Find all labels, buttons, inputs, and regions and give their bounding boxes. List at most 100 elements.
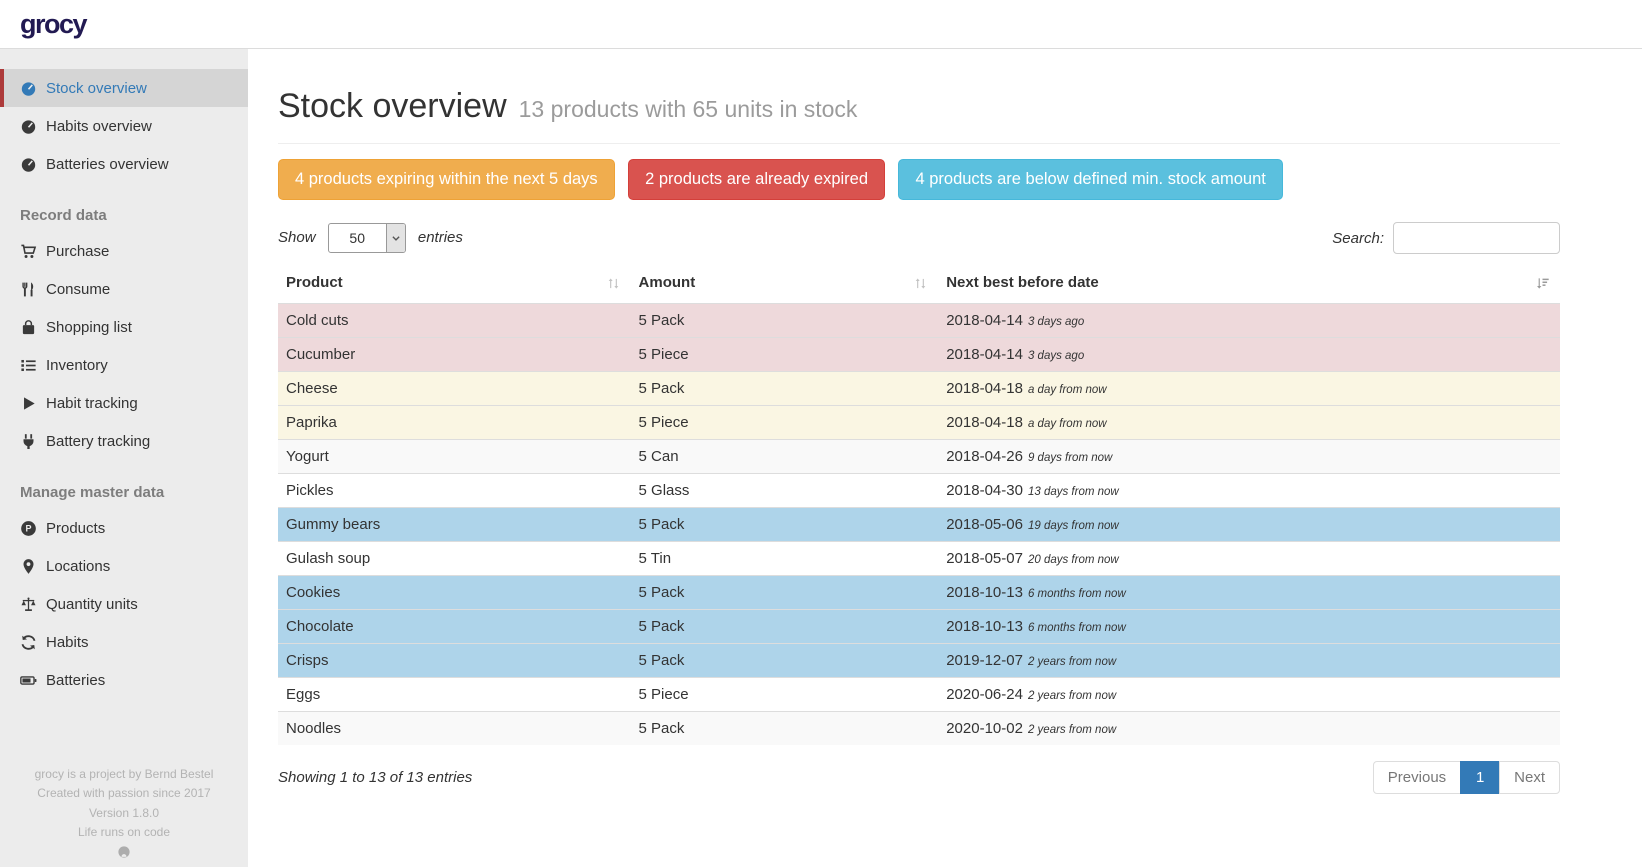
relative-time: 3 days ago <box>1027 350 1085 362</box>
table-row: Noodles 5 Pack 2020-10-02 2 years from no… <box>278 711 1560 745</box>
table-row: Cold cuts 5 Pack 2018-04-14 3 days ago <box>278 303 1560 338</box>
grocy-logo[interactable]: grocy <box>20 8 88 39</box>
sidebar-item-label: Stock overview <box>46 79 147 97</box>
battery-icon <box>20 672 37 689</box>
plug-icon <box>20 433 37 450</box>
sidebar-item-label: Batteries <box>46 671 106 689</box>
cell-date: 2020-10-02 2 years from now <box>938 711 1560 745</box>
sidebar-item-habits-overview[interactable]: Habits overview <box>0 107 248 145</box>
table-row: Cucumber 5 Piece 2018-04-14 3 days ago <box>278 337 1560 372</box>
sidebar-item-purchase[interactable]: Purchase <box>0 232 248 270</box>
best-before-date: 2018-04-30 <box>946 482 1023 499</box>
cell-date: 2018-04-14 3 days ago <box>938 337 1560 372</box>
cell-product: Cucumber <box>278 337 631 372</box>
cell-amount: 5 Tin <box>630 541 939 576</box>
column-header-best-before-date[interactable]: Next best before date <box>938 266 1560 304</box>
page-length-value: 50 <box>349 230 365 246</box>
sidebar: Stock overview Habits overview Batteries… <box>0 49 248 867</box>
sidebar-item-label: Habits <box>46 633 89 651</box>
cell-product: Eggs <box>278 677 631 712</box>
sidebar-item-battery-tracking[interactable]: Battery tracking <box>0 422 248 460</box>
cell-product: Cookies <box>278 575 631 610</box>
sidebar-item-stock-overview[interactable]: Stock overview <box>0 69 248 107</box>
table-row: Gulash soup 5 Tin 2018-05-07 20 days from… <box>278 541 1560 576</box>
page-1-button[interactable]: 1 <box>1460 761 1501 794</box>
cell-date: 2020-06-24 2 years from now <box>938 677 1560 712</box>
column-header-amount[interactable]: Amount <box>630 266 939 304</box>
play-icon <box>20 395 37 412</box>
table-row: Yogurt 5 Can 2018-04-26 9 days from now <box>278 439 1560 474</box>
below-min-stock-badge[interactable]: 4 products are below defined min. stock … <box>898 159 1283 200</box>
next-page-button[interactable]: Next <box>1499 761 1560 794</box>
showing-entries-info: Showing 1 to 13 of 13 entries <box>278 769 473 786</box>
table-row: Eggs 5 Piece 2020-06-24 2 years from now <box>278 677 1560 712</box>
cell-product: Gulash soup <box>278 541 631 576</box>
github-icon[interactable] <box>117 845 131 859</box>
cell-amount: 5 Pack <box>630 575 939 610</box>
sidebar-item-consume[interactable]: Consume <box>0 270 248 308</box>
top-header: grocy <box>0 0 1642 49</box>
sidebar-item-locations[interactable]: Locations <box>0 547 248 585</box>
best-before-date: 2018-05-07 <box>946 550 1023 567</box>
cell-amount: 5 Pack <box>630 371 939 406</box>
cell-amount: 5 Pack <box>630 643 939 678</box>
column-header-product[interactable]: Product <box>278 266 631 304</box>
sidebar-item-label: Products <box>46 519 106 537</box>
search-label: Search: <box>1332 229 1384 247</box>
best-before-date: 2020-10-02 <box>946 720 1023 737</box>
best-before-date: 2018-04-14 <box>946 346 1023 363</box>
tachometer-icon <box>20 80 37 97</box>
chevron-down-icon <box>385 224 405 252</box>
cell-amount: 5 Piece <box>630 405 939 440</box>
cell-date: 2018-04-30 13 days from now <box>938 473 1560 508</box>
sidebar-item-label: Habit tracking <box>46 394 138 412</box>
sidebar-item-batteries-overview[interactable]: Batteries overview <box>0 145 248 183</box>
product-circle-icon: P <box>20 520 37 537</box>
cell-product: Cheese <box>278 371 631 406</box>
footer-line-version: Version 1.8.0 <box>88 805 160 820</box>
sidebar-item-habits[interactable]: Habits <box>0 623 248 661</box>
table-row: Cookies 5 Pack 2018-10-13 6 months from n… <box>278 575 1560 610</box>
relative-time: 19 days from now <box>1027 520 1119 532</box>
best-before-date: 2018-04-18 <box>946 414 1023 431</box>
relative-time: 2 years from now <box>1027 656 1117 668</box>
relative-time: 6 months from now <box>1027 588 1126 600</box>
search-input[interactable] <box>1393 222 1560 254</box>
pagination: Previous 1 Next <box>1372 761 1560 794</box>
sidebar-item-quantity-units[interactable]: Quantity units <box>0 585 248 623</box>
sidebar-item-label: Locations <box>46 557 111 575</box>
shopping-bag-icon <box>20 319 37 336</box>
best-before-date: 2018-04-26 <box>946 448 1023 465</box>
sidebar-item-inventory[interactable]: Inventory <box>0 346 248 384</box>
expired-products-badge[interactable]: 2 products are already expired <box>628 159 886 200</box>
sidebar-item-shopping-list[interactable]: Shopping list <box>0 308 248 346</box>
stock-table: Product Amount Next best before date <box>278 266 1560 745</box>
cell-product: Pickles <box>278 473 631 508</box>
table-row: Gummy bears 5 Pack 2018-05-06 19 days fro… <box>278 507 1560 542</box>
relative-time: 13 days from now <box>1027 486 1119 498</box>
cell-product: Cold cuts <box>278 303 631 338</box>
table-row: Cheese 5 Pack 2018-04-18 a day from now <box>278 371 1560 406</box>
expiring-products-badge[interactable]: 4 products expiring within the next 5 da… <box>278 159 615 200</box>
page-length-select[interactable]: 50 <box>327 223 406 253</box>
cell-date: 2018-10-13 6 months from now <box>938 575 1560 610</box>
cell-date: 2018-04-26 9 days from now <box>938 439 1560 474</box>
shopping-cart-icon <box>20 243 37 260</box>
table-row: Pickles 5 Glass 2018-04-30 13 days from n… <box>278 473 1560 508</box>
sync-icon <box>20 634 37 651</box>
map-marker-icon <box>20 558 37 575</box>
best-before-date: 2018-04-18 <box>946 380 1023 397</box>
cell-amount: 5 Pack <box>630 609 939 644</box>
sidebar-section-manage-master-data: Manage master data <box>20 484 165 501</box>
sidebar-item-products[interactable]: P Products <box>0 509 248 547</box>
sidebar-item-label: Quantity units <box>46 595 138 613</box>
svg-text:P: P <box>25 523 31 533</box>
previous-page-button[interactable]: Previous <box>1372 761 1462 794</box>
relative-time: 2 years from now <box>1027 690 1117 702</box>
footer-line-project: grocy is a project by Bernd Bestel <box>34 767 214 782</box>
cell-amount: 5 Can <box>630 439 939 474</box>
page-subtitle: 13 products with 65 units in stock <box>518 96 858 122</box>
sidebar-item-batteries[interactable]: Batteries <box>0 661 248 699</box>
sidebar-item-habit-tracking[interactable]: Habit tracking <box>0 384 248 422</box>
best-before-date: 2019-12-07 <box>946 652 1023 669</box>
